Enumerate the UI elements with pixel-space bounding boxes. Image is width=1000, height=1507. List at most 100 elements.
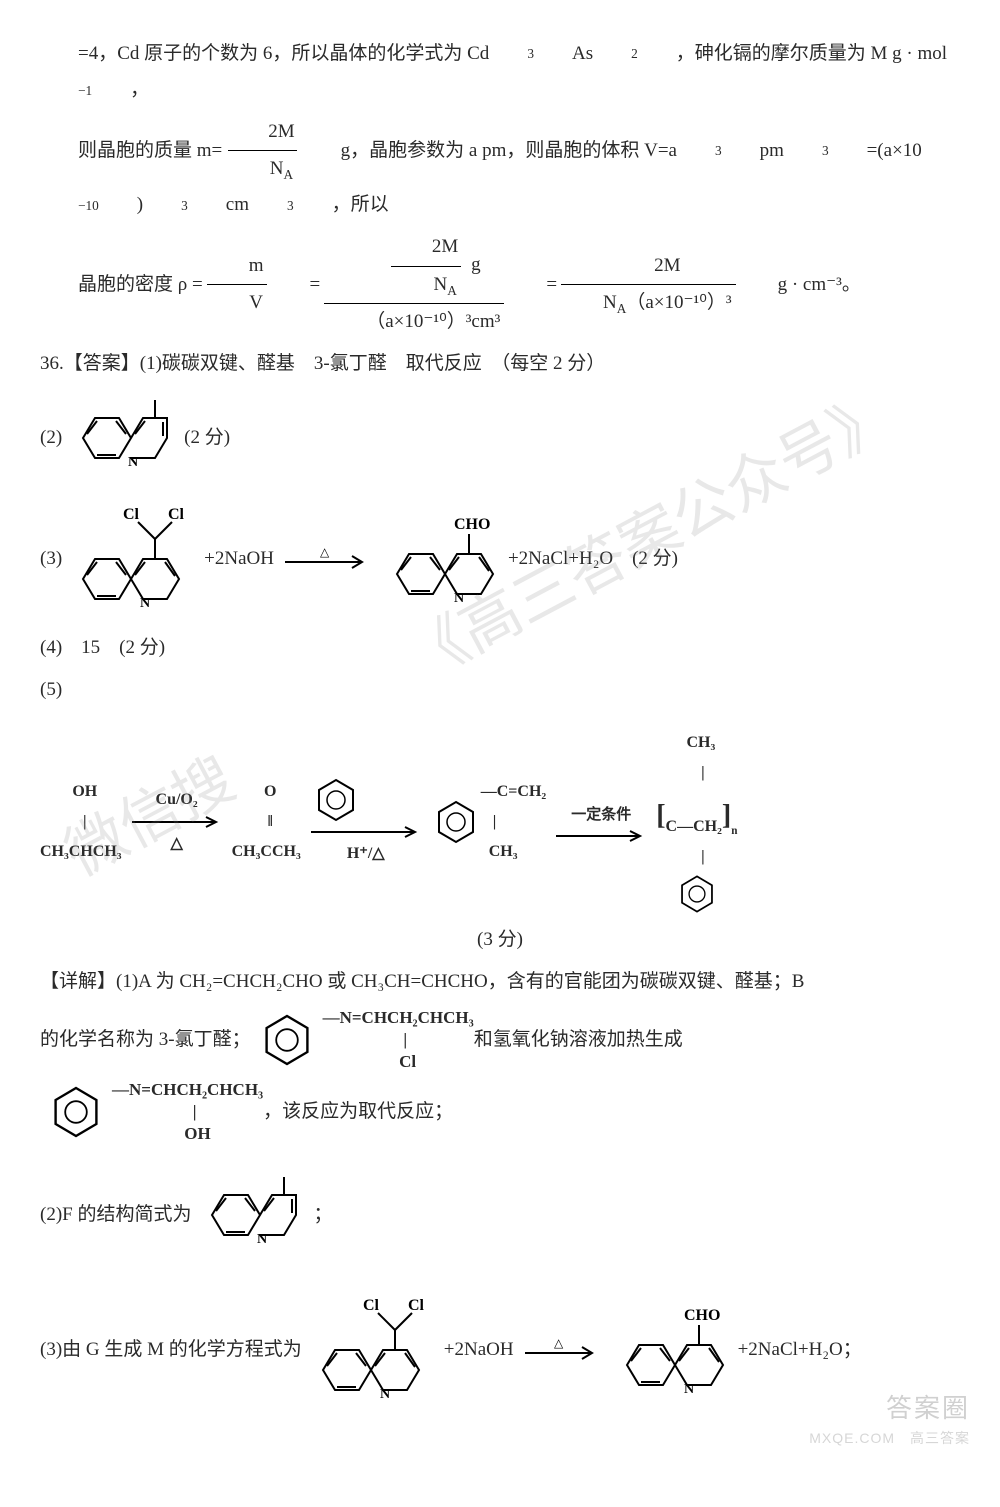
label: (2) (40, 420, 62, 456)
label-ch3: CH₃ (686, 734, 715, 751)
q36-answer-head: 36.【答案】(1)碳碳双键、醛基 3-氯丁醛 取代反应 （每空 2 分） (40, 346, 960, 382)
denominator: NA (228, 150, 297, 187)
text: ，砷化镉的摩尔质量为 M g · mol (638, 36, 947, 72)
structure-phenyl-imine-cl (257, 1010, 317, 1070)
subscript: 2 (593, 41, 638, 66)
q36-part5-scheme: OH | CH₃CHCH₃ Cu/O₂ △ O ‖ CH₃CCH₃ H⁺/△ —… (40, 728, 960, 916)
points: (2 分) (184, 420, 230, 456)
fraction: 2M NA (226, 114, 298, 187)
denominator: NA（a×10⁻¹⁰）³ (561, 284, 736, 321)
text: ，所以 (294, 187, 389, 223)
q36-part5-label: (5) (40, 672, 960, 708)
svg-text:Cl: Cl (123, 506, 140, 523)
structure-quinoline-4-carbaldehyde: N CHO (382, 499, 502, 619)
reaction-arrow: △ (520, 1335, 600, 1365)
text: cm (188, 187, 249, 223)
formula: N=CHCH₂CHCH₃ (129, 1080, 263, 1099)
svg-text:N: N (454, 591, 464, 606)
structure-alpha-methylstyrene: —C=CH₂ | CH₃ (431, 777, 546, 868)
text: +2NaCl+H₂O； (738, 1332, 862, 1368)
text: =4，Cd 原子的个数为 6，所以晶体的化学式为 Cd (40, 36, 489, 72)
side-chain: —N=CHCH₂CHCH₃ | OH (112, 1079, 263, 1145)
q36-detail-line3: —N=CHCH₂CHCH₃ | OH ，该反应为取代反应； (40, 1079, 960, 1145)
superscript: −10 (40, 193, 99, 218)
structure-isopropanol: OH | CH₃CHCH₃ (40, 777, 122, 868)
structure-polymer: CH₃ | [ C—CH₂ ]n | (656, 728, 737, 916)
arrow-bottom-label: △ (132, 829, 222, 859)
q36-part3: (3) N Cl Cl +2NaOH △ N CHO +2NaCl+H₂O (2… (40, 494, 960, 624)
delta-symbol: △ (320, 545, 330, 559)
formula: C—CH₂ (666, 812, 722, 842)
svg-text:CHO: CHO (454, 516, 490, 533)
benzene-icon (311, 775, 361, 825)
text: 的化学名称为 3-氯丁醛； (40, 1022, 251, 1058)
text: ； (313, 1197, 332, 1233)
para-crystal-line3: 晶胞的密度 ρ = m V = 2M NA g （a×10⁻¹⁰）³cm³ = … (40, 229, 960, 339)
denominator: V (207, 284, 267, 321)
text: (3)由 G 生成 M 的化学方程式为 (40, 1332, 302, 1368)
text: N (433, 274, 447, 295)
text: ， (92, 72, 149, 108)
svg-text:Cl: Cl (363, 1297, 380, 1314)
label-o: O (264, 783, 276, 800)
text: N (270, 158, 284, 179)
arrow-bottom-label: H⁺/△ (311, 839, 421, 869)
superscript: 3 (143, 193, 188, 218)
structure-4-methylquinoline: N (197, 1165, 307, 1265)
text: pm (722, 133, 784, 169)
label: (3) (40, 541, 62, 577)
text: g · cm⁻³。 (740, 267, 861, 303)
text: (2)F 的结构简式为 (40, 1197, 191, 1233)
numerator: 2M NA g (344, 229, 485, 302)
formula: C=CH₂ (497, 783, 546, 800)
text: 晶胞的密度 ρ = (40, 267, 203, 303)
footer-watermark-small: MXQE.COM 高三答案 (809, 1425, 970, 1452)
text: As (534, 36, 593, 72)
text: g，晶胞参数为 a pm，则晶胞的体积 V=a (303, 133, 677, 169)
structure-phenyl-imine-oh (46, 1082, 106, 1142)
fraction-big: 2M NA g （a×10⁻¹⁰）³cm³ (324, 229, 504, 339)
text: N (603, 292, 617, 313)
text: 和氢氧化钠溶液加热生成 (474, 1022, 683, 1058)
formula: CH₃CCH₃ (232, 837, 301, 867)
structure-dichloromethyl-quinoline: N Cl Cl (308, 1285, 438, 1415)
text: ) (99, 187, 143, 223)
reaction-arrow: △ (280, 544, 370, 574)
subscript: A (617, 301, 627, 316)
svg-text:N: N (380, 1387, 390, 1402)
superscript: −1 (40, 78, 92, 103)
structure-4-methylquinoline: N (68, 388, 178, 488)
structure-dichloromethyl-quinoline: N Cl Cl (68, 494, 198, 624)
reaction-arrow-2: H⁺/△ (311, 775, 421, 869)
reaction-arrow-1: Cu/O₂ △ (132, 785, 222, 860)
q36-part5-points: (3 分) (40, 922, 960, 958)
label-oh: OH (72, 783, 97, 800)
subscript: A (284, 167, 294, 182)
label-ch3: CH₃ (489, 843, 518, 860)
fraction-big2: 2M NA（a×10⁻¹⁰）³ (561, 248, 736, 321)
svg-text:CHO: CHO (684, 1307, 720, 1324)
numerator: 2M (226, 114, 298, 150)
svg-text:Cl: Cl (408, 1297, 425, 1314)
superscript: 3 (249, 193, 294, 218)
text: =(a×10 (829, 133, 922, 169)
formula: N=CHCH₂CHCH₃ (340, 1008, 474, 1027)
svg-text:Cl: Cl (168, 506, 185, 523)
q36-detail-part3: (3)由 G 生成 M 的化学方程式为 N Cl Cl +2NaOH △ N C… (40, 1285, 960, 1415)
formula: CH₃CHCH₃ (40, 837, 122, 867)
label-cl: Cl (399, 1052, 416, 1071)
label-oh: OH (184, 1124, 210, 1143)
numerator: 2M (390, 229, 462, 265)
svg-text:△: △ (554, 1336, 564, 1350)
structure-quinoline-4-carbaldehyde: N CHO (612, 1290, 732, 1410)
q36-part4: (4) 15 (2 分) (40, 630, 960, 666)
structure-acetone: O ‖ CH₃CCH₃ (232, 777, 301, 868)
para-crystal-line1: =4，Cd 原子的个数为 6，所以晶体的化学式为 Cd3As2，砷化镉的摩尔质量… (40, 36, 960, 108)
subscript-n: n (731, 821, 737, 842)
text: 则晶胞的质量 m= (40, 133, 222, 169)
svg-text:N: N (128, 455, 138, 470)
side-chain: —N=CHCH₂CHCH₃ | Cl (323, 1007, 474, 1073)
denominator: （a×10⁻¹⁰）³cm³ (324, 303, 504, 340)
text: = (508, 267, 557, 303)
text: （a×10⁻¹⁰）³ (626, 292, 731, 313)
